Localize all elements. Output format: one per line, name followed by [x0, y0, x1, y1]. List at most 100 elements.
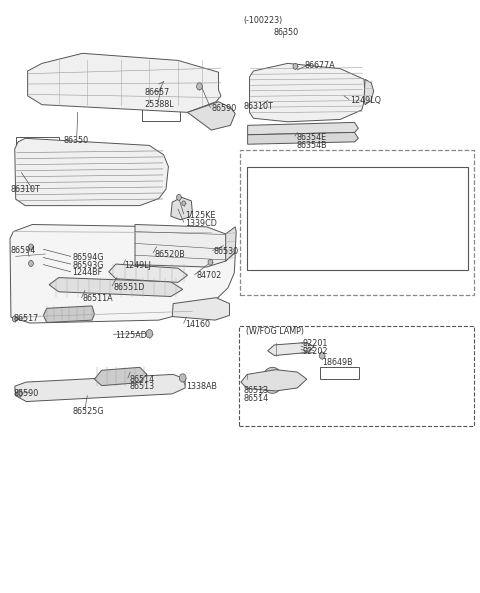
Text: 86350: 86350 [274, 28, 299, 37]
Circle shape [36, 388, 39, 391]
Text: 86517: 86517 [13, 314, 38, 323]
Text: 1249LQ: 1249LQ [350, 96, 381, 105]
Text: 86354B: 86354B [296, 141, 327, 150]
Text: 86657: 86657 [144, 88, 170, 97]
Circle shape [76, 388, 79, 391]
Text: 1338AB: 1338AB [187, 382, 217, 391]
Polygon shape [364, 79, 373, 105]
Text: 92201: 92201 [302, 339, 327, 348]
Polygon shape [16, 240, 47, 270]
Polygon shape [135, 225, 235, 267]
Ellipse shape [261, 95, 275, 106]
Polygon shape [49, 278, 183, 296]
Text: 86514: 86514 [129, 375, 155, 384]
Bar [149, 77, 176, 89]
Polygon shape [248, 122, 359, 135]
Circle shape [166, 388, 168, 391]
Circle shape [180, 374, 186, 382]
Text: 1249LJ: 1249LJ [124, 261, 151, 270]
Text: 92202: 92202 [302, 347, 327, 356]
Text: 86530: 86530 [214, 247, 239, 256]
Text: 86513: 86513 [244, 387, 269, 396]
Text: 86350: 86350 [63, 136, 88, 145]
Circle shape [116, 388, 119, 391]
Text: 86310T: 86310T [11, 184, 41, 193]
Text: 18649B: 18649B [322, 358, 353, 367]
Circle shape [106, 388, 109, 391]
Polygon shape [188, 102, 235, 130]
Text: 86354E: 86354E [296, 133, 326, 142]
Text: 1125KE: 1125KE [185, 211, 216, 219]
Text: (-100223): (-100223) [244, 16, 283, 25]
Circle shape [96, 388, 99, 391]
Circle shape [126, 388, 129, 391]
Polygon shape [226, 227, 236, 261]
Circle shape [197, 83, 202, 90]
Polygon shape [250, 63, 365, 122]
Text: 86593G: 86593G [72, 261, 104, 270]
Text: 86310T: 86310T [244, 102, 274, 111]
Polygon shape [15, 374, 185, 401]
Circle shape [29, 260, 34, 266]
Circle shape [86, 388, 89, 391]
Circle shape [293, 63, 298, 69]
Text: 1125AD: 1125AD [115, 331, 147, 340]
Circle shape [29, 244, 34, 250]
Circle shape [66, 388, 69, 391]
Circle shape [319, 352, 325, 359]
Text: (W/FOG LAMP): (W/FOG LAMP) [246, 327, 304, 336]
Bar [247, 167, 468, 270]
Text: 86520B: 86520B [154, 250, 185, 259]
Circle shape [12, 316, 17, 322]
Polygon shape [10, 225, 235, 323]
Circle shape [146, 330, 153, 338]
Text: 86525G: 86525G [72, 407, 104, 416]
Polygon shape [95, 367, 147, 385]
Text: 86594G: 86594G [72, 253, 104, 262]
Text: 14160: 14160 [185, 320, 210, 329]
Text: 86594: 86594 [11, 246, 36, 255]
Polygon shape [172, 298, 229, 320]
Circle shape [176, 388, 179, 391]
Text: 86514: 86514 [244, 394, 269, 403]
Polygon shape [15, 138, 168, 206]
Circle shape [57, 388, 60, 391]
Ellipse shape [21, 171, 50, 193]
Text: 1244BF: 1244BF [72, 269, 102, 278]
Polygon shape [171, 197, 192, 220]
Polygon shape [109, 264, 188, 282]
Bar [142, 109, 180, 121]
Circle shape [27, 388, 30, 391]
Polygon shape [28, 53, 221, 112]
Polygon shape [268, 343, 314, 356]
Text: 86511A: 86511A [83, 294, 113, 304]
Text: 86551D: 86551D [114, 282, 145, 292]
Text: 86590: 86590 [13, 389, 38, 398]
Circle shape [17, 390, 23, 397]
Circle shape [208, 259, 213, 265]
Circle shape [156, 388, 158, 391]
Bar [239, 326, 474, 426]
Text: 86677A: 86677A [304, 60, 335, 69]
Text: 86513: 86513 [129, 382, 155, 391]
Circle shape [177, 195, 181, 200]
Text: 86590: 86590 [211, 104, 237, 113]
Bar [16, 137, 59, 162]
Circle shape [262, 367, 283, 393]
Ellipse shape [272, 89, 294, 106]
Bar [240, 150, 474, 295]
Circle shape [182, 201, 186, 206]
Bar [207, 238, 213, 254]
Circle shape [47, 388, 49, 391]
Circle shape [133, 72, 151, 94]
Circle shape [146, 388, 149, 391]
Bar [320, 367, 360, 379]
Polygon shape [43, 306, 95, 323]
Circle shape [136, 388, 139, 391]
Text: 84702: 84702 [196, 272, 221, 280]
Text: 1339CD: 1339CD [185, 219, 217, 228]
Polygon shape [241, 369, 307, 391]
Text: 25388L: 25388L [144, 100, 174, 109]
Polygon shape [248, 132, 359, 144]
Circle shape [81, 72, 98, 94]
